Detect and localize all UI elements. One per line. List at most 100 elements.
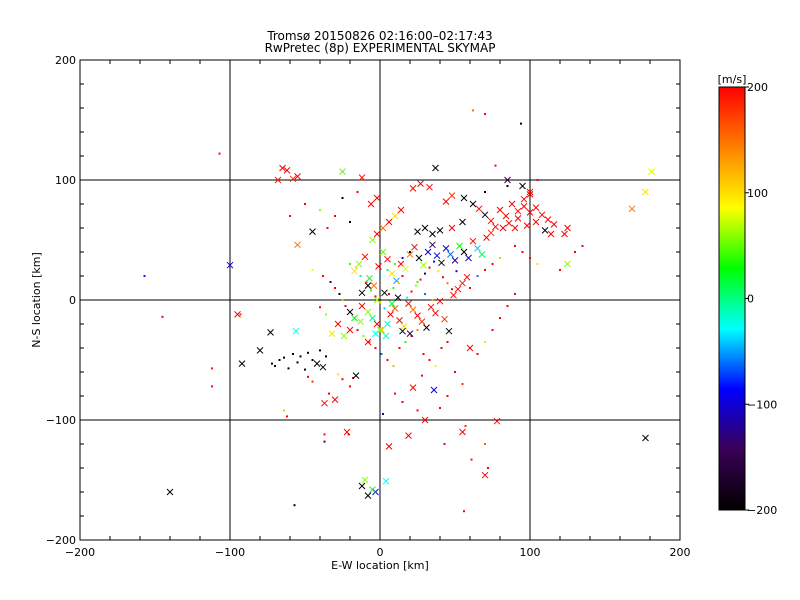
data-point-dot bbox=[499, 257, 501, 259]
data-point-stroke bbox=[379, 248, 387, 256]
data-point-stroke bbox=[420, 261, 427, 269]
data-point-cross bbox=[351, 267, 358, 275]
data-point-stroke bbox=[309, 228, 316, 235]
chart-subtitle: RwPretec (8p) EXPERIMENTAL SKYMAP bbox=[264, 41, 496, 55]
data-point-cross bbox=[382, 332, 390, 340]
data-point-dot bbox=[311, 359, 314, 361]
data-point-dot bbox=[494, 164, 497, 167]
data-point-stroke bbox=[396, 317, 403, 324]
data-point-stroke bbox=[321, 399, 328, 407]
data-point-cross bbox=[391, 305, 399, 312]
data-point-stroke bbox=[456, 242, 463, 250]
data-point-stroke bbox=[358, 174, 366, 181]
data-point-cross bbox=[226, 261, 234, 269]
data-point-cross bbox=[394, 294, 402, 301]
data-point-cross bbox=[442, 245, 450, 252]
colorbar-ticks: 200 100 0 −100 −200 bbox=[745, 81, 777, 517]
data-point-dot bbox=[428, 359, 431, 361]
data-point-cross bbox=[294, 173, 301, 180]
data-point-cross bbox=[396, 317, 403, 324]
data-point-cross bbox=[358, 174, 366, 181]
data-point-stroke bbox=[292, 327, 300, 335]
data-point-cross bbox=[424, 248, 432, 256]
data-point-cross bbox=[369, 236, 376, 244]
data-point-cross bbox=[373, 230, 381, 238]
data-point-cross bbox=[351, 314, 358, 322]
data-point-stroke bbox=[361, 476, 369, 484]
y-tick-label: 200 bbox=[55, 54, 76, 67]
data-point-cross bbox=[399, 327, 406, 335]
data-point-cross bbox=[505, 219, 513, 227]
data-point-cross bbox=[478, 251, 486, 258]
data-point-cross bbox=[459, 428, 466, 436]
data-point-stroke bbox=[364, 282, 372, 289]
data-point-dot bbox=[299, 355, 302, 358]
data-point-dot bbox=[382, 413, 384, 415]
data-point-dot bbox=[323, 433, 326, 436]
data-point-stroke bbox=[313, 360, 321, 367]
data-point-stroke bbox=[487, 217, 495, 225]
data-point-dot bbox=[347, 433, 350, 436]
data-point-stroke bbox=[352, 372, 360, 379]
data-point-stroke bbox=[414, 228, 421, 235]
colorbar-tick-label: 200 bbox=[747, 81, 768, 94]
data-point-dot bbox=[325, 313, 327, 316]
data-point-dot bbox=[311, 380, 314, 383]
data-point-dot bbox=[484, 443, 486, 445]
data-point-cross bbox=[526, 191, 534, 198]
data-point-dot bbox=[440, 347, 443, 349]
data-point-cross bbox=[526, 209, 534, 216]
data-point-stroke bbox=[238, 360, 246, 367]
data-point-cross bbox=[469, 237, 477, 245]
data-point-cross bbox=[466, 344, 474, 352]
data-point-dot bbox=[406, 296, 408, 299]
data-point-dot bbox=[514, 293, 516, 295]
data-point-stroke bbox=[442, 245, 450, 252]
data-point-cross bbox=[166, 488, 174, 496]
data-point-dot bbox=[319, 306, 321, 309]
data-point-stroke bbox=[388, 300, 396, 307]
data-point-stroke bbox=[448, 192, 456, 199]
data-point-stroke bbox=[346, 326, 354, 334]
data-point-stroke bbox=[564, 224, 571, 232]
data-point-stroke bbox=[438, 259, 445, 267]
x-tick-label: −200 bbox=[65, 546, 95, 559]
data-point-stroke bbox=[526, 191, 534, 198]
data-point-dot bbox=[469, 287, 471, 289]
data-point-stroke bbox=[508, 200, 516, 208]
data-point-dot bbox=[349, 263, 351, 265]
data-point-cross bbox=[409, 185, 417, 192]
data-point-cross bbox=[508, 200, 516, 208]
data-point-cross bbox=[426, 183, 433, 191]
data-point-dot bbox=[506, 305, 509, 307]
data-point-stroke bbox=[331, 396, 339, 403]
data-point-cross bbox=[445, 327, 453, 335]
data-point-stroke bbox=[364, 492, 372, 499]
data-point-stroke bbox=[406, 251, 414, 258]
data-point-stroke bbox=[564, 260, 571, 268]
data-point-cross bbox=[384, 320, 391, 328]
data-point-stroke bbox=[283, 167, 291, 174]
data-point-stroke bbox=[417, 180, 424, 187]
data-point-stroke bbox=[442, 198, 450, 205]
data-point-dot bbox=[506, 185, 509, 187]
data-point-cross bbox=[541, 227, 549, 234]
data-point-stroke bbox=[519, 182, 526, 190]
data-point-cross bbox=[340, 332, 348, 340]
data-point-stroke bbox=[391, 212, 399, 220]
data-point-stroke bbox=[361, 253, 369, 261]
data-point-cross bbox=[492, 223, 499, 231]
data-point-dot bbox=[415, 284, 417, 287]
data-point-stroke bbox=[514, 207, 522, 215]
data-point-cross bbox=[544, 216, 552, 223]
data-point-cross bbox=[358, 289, 366, 297]
data-point-cross bbox=[289, 175, 297, 183]
data-point-cross bbox=[405, 432, 412, 439]
data-point-dot bbox=[365, 281, 368, 283]
data-point-stroke bbox=[370, 282, 378, 289]
data-point-stroke bbox=[406, 330, 414, 337]
data-point-cross bbox=[504, 176, 511, 184]
data-point-cross bbox=[423, 324, 430, 331]
data-point-dot bbox=[328, 392, 330, 395]
